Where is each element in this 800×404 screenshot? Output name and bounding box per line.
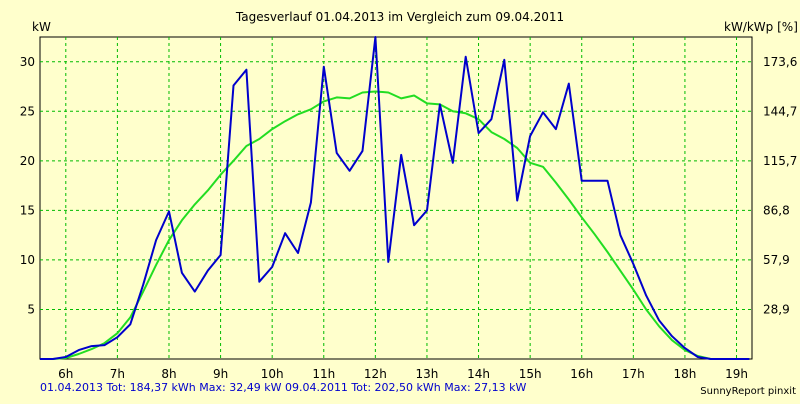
series-line-01.04.2013 xyxy=(40,36,750,360)
chart-title: Tagesverlauf 01.04.2013 im Vergleich zum… xyxy=(235,10,564,24)
x-tick-label: 11h xyxy=(312,367,335,381)
x-tick-label: 10h xyxy=(261,367,284,381)
y-tick-label-left: 5 xyxy=(27,302,35,316)
brand-label: SunnyReport pinxit xyxy=(700,386,796,397)
y-tick-label-right: 28,9 xyxy=(763,302,790,316)
y-tick-label-left: 15 xyxy=(20,203,35,217)
axis-labels: 6h 7h 8h 9h 10h 11h 12h 13h 14h 15h 16h 17h 18h 19h 5 2… xyxy=(20,55,798,381)
y-tick-label-left: 10 xyxy=(20,253,35,267)
x-tick-label: 15h xyxy=(519,367,542,381)
y-tick-label-right: 144,7 xyxy=(763,104,797,118)
series-line-09.04.2011 xyxy=(40,90,750,360)
x-tick-label: 9h xyxy=(213,367,228,381)
y-axis-label-left: kW xyxy=(32,20,51,34)
series-layer xyxy=(40,36,750,360)
x-tick-label: 6h xyxy=(58,367,73,381)
y-tick-label-right: 173,6 xyxy=(763,55,797,69)
grid xyxy=(40,37,752,359)
x-tick-label: 18h xyxy=(673,367,696,381)
y-tick-label-right: 57,9 xyxy=(763,253,790,267)
y-tick-label-left: 30 xyxy=(20,55,35,69)
x-tick-label: 12h xyxy=(364,367,387,381)
x-tick-label: 19h xyxy=(725,367,748,381)
x-tick-label: 13h xyxy=(416,367,439,381)
y-tick-label-left: 25 xyxy=(20,104,35,118)
x-tick-label: 16h xyxy=(570,367,593,381)
x-tick-label: 7h xyxy=(110,367,125,381)
x-tick-label: 17h xyxy=(622,367,645,381)
y-axis-label-right: kW/kWp [%] xyxy=(724,20,798,34)
y-tick-label-left: 20 xyxy=(20,154,35,168)
footer-summary: 01.04.2013 Tot: 184,37 kWh Max: 32,49 kW… xyxy=(40,381,526,394)
footer-series2: 09.04.2011 Tot: 202,50 kWh Max: 27,13 kW xyxy=(284,381,527,394)
x-tick-label: 14h xyxy=(467,367,490,381)
y-tick-label-right: 115,7 xyxy=(763,154,797,168)
footer-series1: 01.04.2013 Tot: 184,37 kWh Max: 32,49 kW xyxy=(40,381,282,394)
y-tick-label-right: 86,8 xyxy=(763,203,790,217)
x-tick-label: 8h xyxy=(161,367,176,381)
